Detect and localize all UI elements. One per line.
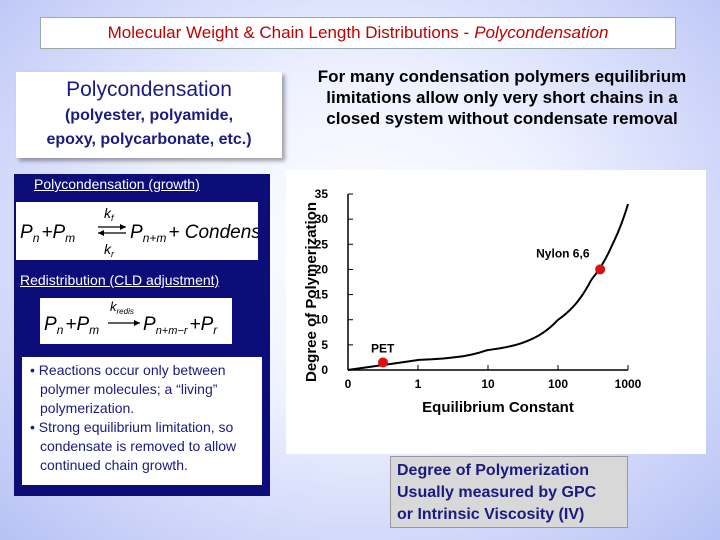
eq-redis-lhs: P bbox=[44, 314, 57, 335]
growth-equation-svg: Pn+Pm kf kr Pn+m+ Condensate bbox=[20, 205, 287, 259]
polycondensation-examples-line1: (polyester, polyamide, bbox=[64, 107, 234, 124]
data-point bbox=[595, 264, 606, 275]
eq-growth-rhs-sub: n+m bbox=[143, 231, 167, 245]
eq-growth-p2-sub: m bbox=[65, 231, 75, 245]
eq-growth-kf: k bbox=[104, 205, 112, 221]
dp-chart: 0 5 10 15 20 25 30 35 0 1 10 100 1000 Equilibrium Con… bbox=[286, 170, 706, 454]
slide-title-text: Molecular Weight & Chain Length Distribu… bbox=[107, 23, 470, 42]
polycondensation-heading: Polycondensation bbox=[66, 78, 232, 101]
eq-growth-rhs: P bbox=[130, 222, 143, 243]
eq-redis-k: k bbox=[110, 299, 118, 314]
y-tick-label: 5 bbox=[321, 338, 328, 352]
growth-label: Polycondensation (growth) bbox=[34, 176, 200, 192]
eq-redis-rhs2-sub: r bbox=[213, 323, 218, 337]
y-tick-label: 0 bbox=[321, 363, 328, 377]
y-axis-label: Degree of Polymerization bbox=[303, 202, 320, 382]
dp-line-3: or Intrinsic Viscosity (IV) bbox=[397, 506, 585, 523]
eq-redis-rhs-sub: n+m−r bbox=[156, 325, 189, 337]
svg-text:kf: kf bbox=[104, 205, 115, 223]
x-tick-label: 0 bbox=[345, 377, 352, 391]
eq-redis-rhs-plus: + bbox=[189, 314, 200, 335]
svg-text:kr: kr bbox=[104, 241, 115, 259]
y-tick-label: 30 bbox=[315, 212, 329, 226]
eq-growth-kf-sub: f bbox=[111, 213, 115, 223]
eq-growth-lhs: P bbox=[20, 222, 33, 243]
slide-title-italic: Polycondensation bbox=[474, 23, 609, 42]
bullet-living: • Reactions occur only between polymer m… bbox=[30, 362, 226, 416]
reverse-arrowhead bbox=[98, 230, 104, 236]
eq-redis-rhs2: P bbox=[201, 314, 214, 335]
x-tick-label: 100 bbox=[548, 377, 568, 391]
eq-growth-lhs-sub: n bbox=[33, 231, 40, 245]
point-label: Nylon 6,6 bbox=[536, 246, 590, 260]
svg-text:Pn+m−r+Pr: Pn+m−r +Pr bbox=[143, 314, 218, 337]
equilibrium-note: For many condensation polymers equilibri… bbox=[317, 67, 687, 128]
bullet-equilibrium: • Strong equilibrium limitation, so cond… bbox=[30, 419, 237, 473]
y-tick-label: 25 bbox=[315, 237, 329, 251]
eq-redis-k-sub: redis bbox=[117, 307, 134, 316]
growth-equation: Pn+Pm kf kr Pn+m+ Condensate bbox=[16, 202, 287, 260]
svg-text:Pn+Pm: Pn +Pm bbox=[44, 314, 99, 337]
x-axis-label: Equilibrium Constant bbox=[422, 399, 574, 416]
y-tick-label: 20 bbox=[315, 262, 329, 276]
polycondensation-examples-line2: epoxy, polycarbonate, etc.) bbox=[46, 131, 252, 148]
eq-growth-kr: k bbox=[104, 241, 112, 257]
redistribution-equation-svg: Pn +Pm kredis Pn+m−r +Pr bbox=[44, 299, 218, 337]
forward-arrowhead bbox=[120, 224, 126, 230]
eq-redis-rhs: P bbox=[143, 314, 156, 335]
eq-growth-rhs-tail: + Condensate bbox=[168, 222, 258, 243]
polycondensation-box: Polycondensation (polyester, polyamide, … bbox=[16, 72, 282, 158]
eq-growth-p2: P bbox=[52, 222, 65, 243]
y-tick-label: 15 bbox=[315, 288, 329, 302]
y-tick-label: 35 bbox=[315, 187, 329, 201]
x-tick-label: 1000 bbox=[615, 377, 642, 391]
redistribution-equation: Pn +Pm kredis Pn+m−r +Pr bbox=[40, 298, 232, 344]
eq-redis-p2-sub: m bbox=[89, 323, 99, 337]
svg-text:kredis: kredis bbox=[110, 299, 134, 316]
dp-chart-svg: 0 5 10 15 20 25 30 35 0 1 10 100 1000 Equilibrium Con… bbox=[303, 187, 642, 416]
eq-redis-plus: + bbox=[65, 314, 76, 335]
dp-curve bbox=[347, 203, 629, 371]
y-tick-label: 10 bbox=[315, 313, 329, 327]
reaction-notes: • Reactions occur only between polymer m… bbox=[22, 357, 262, 485]
eq-redis-p2: P bbox=[76, 314, 89, 335]
slide-title: Molecular Weight & Chain Length Distribu… bbox=[40, 17, 676, 49]
redis-arrowhead bbox=[134, 320, 140, 326]
eq-growth-kr-sub: r bbox=[111, 249, 115, 259]
svg-text:Pn+Pm: Pn +Pm bbox=[20, 222, 75, 245]
point-label: PET bbox=[371, 341, 395, 355]
svg-text:Pn+m+ Condensate: Pn+m+ Condensate bbox=[130, 222, 258, 245]
x-tick-label: 1 bbox=[415, 377, 422, 391]
redistribution-label: Redistribution (CLD adjustment) bbox=[20, 272, 220, 288]
dp-line-1: Degree of Polymerization bbox=[397, 462, 590, 479]
x-tick-label: 10 bbox=[481, 377, 495, 391]
dp-measurement-note: Degree of Polymerization Usually measure… bbox=[390, 456, 628, 528]
data-point bbox=[378, 357, 388, 368]
eq-growth-plus: + bbox=[41, 222, 52, 243]
eq-redis-lhs-sub: n bbox=[57, 323, 64, 337]
dp-line-2: Usually measured by GPC bbox=[397, 484, 597, 501]
